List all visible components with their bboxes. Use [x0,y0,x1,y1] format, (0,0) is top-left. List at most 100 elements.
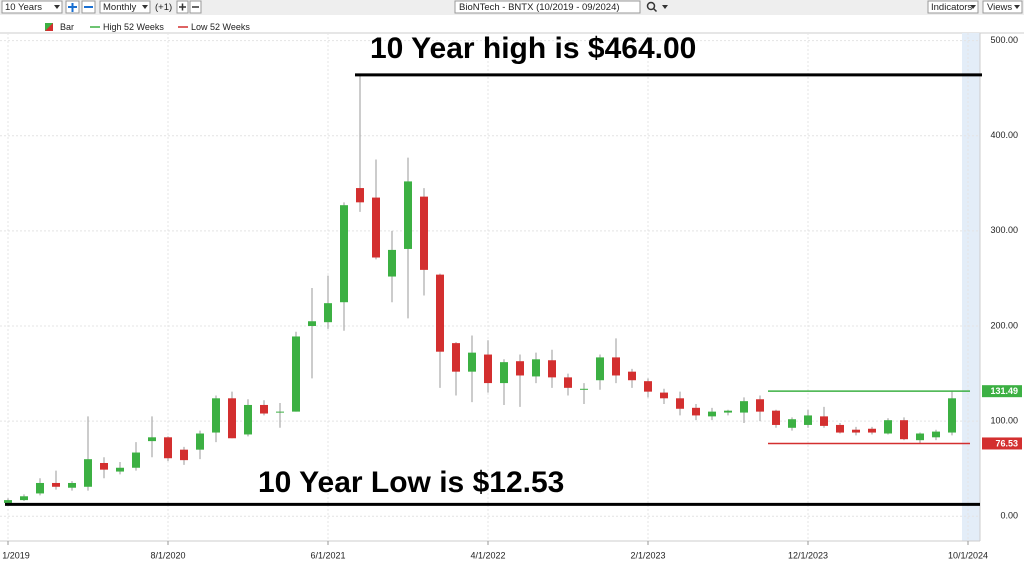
interval: Monthly [103,2,137,13]
x-tick-label: 1/2019 [2,550,30,560]
candle-body [116,467,124,472]
candle-body [580,388,588,390]
candle-body [180,449,188,461]
candle-body [20,496,28,501]
candle-body [836,424,844,433]
candle-body [436,274,444,352]
candle-body [276,411,284,413]
candle-body [388,249,396,277]
candle-body [628,371,636,381]
candle-body [452,343,460,372]
x-tick-label: 10/1/2024 [948,550,988,560]
candle-body [548,360,556,378]
search-icon[interactable] [646,1,656,11]
candle-body [788,419,796,428]
candle-body [212,398,220,433]
x-tick-label: 4/1/2022 [470,550,505,560]
candle-body [516,361,524,376]
price-box [982,385,1022,398]
candle-body [724,410,732,413]
candle-body [772,410,780,425]
candle-body [756,399,764,412]
y-tick-label: 100.00 [990,416,1018,426]
dropdown-icon [54,5,60,9]
legend-icon [45,23,53,31]
candle-body [244,404,252,435]
candle-body [468,352,476,372]
candle-body [308,321,316,327]
chart-title: BioNTech - BNTX (10/2019 - 09/2024) [459,2,620,13]
y-tick-label: 300.00 [990,225,1018,235]
y-tick-label: 200.00 [990,320,1018,330]
candle-body [740,401,748,413]
indicators: Indicators [931,2,972,13]
x-tick-label: 12/1/2023 [788,550,828,560]
legend-label: Bar [60,22,74,32]
candle-body [340,205,348,303]
candle-body [372,197,380,258]
candle-body [644,381,652,392]
annotation: 10 Year high is $464.00 [370,32,696,65]
y-tick-label: 0.00 [1000,511,1018,521]
price-label: 76.53 [995,438,1018,448]
dropdown-icon [142,5,148,9]
candle-body [612,357,620,376]
candle-body [4,500,12,503]
annotation: 10 Year Low is $12.53 [258,466,564,499]
candle-body [852,429,860,433]
search-icon-handle [652,7,658,13]
candle-body [676,398,684,409]
x-tick-label: 2/1/2023 [630,550,665,560]
candle-body [564,377,572,388]
dropdown-icon [970,5,976,9]
candle-body [804,415,812,425]
candle-body [692,407,700,416]
candle-body [948,398,956,433]
candle-body [324,303,332,323]
dropdown-icon [1014,5,1020,9]
price-box [982,437,1022,450]
candle-body [708,411,716,417]
candle-body [932,431,940,438]
interval-select[interactable] [99,0,151,14]
candle-body [660,392,668,399]
candle-body [484,354,492,384]
candle-body [900,420,908,440]
candle-body [820,416,828,426]
symbol-box[interactable] [454,0,641,14]
candle-body [356,188,364,203]
views: Views [987,2,1012,13]
y-tick-label: 500.00 [990,35,1018,45]
dropdown-icon [662,5,668,9]
candle-body [52,482,60,487]
candle-body [916,433,924,441]
y-tick-label: 400.00 [990,130,1018,140]
period: 10 Years [5,2,42,13]
candle-body [84,459,92,487]
offset: (+1) [155,2,172,13]
price-label: 131.49 [990,386,1018,396]
plus-icon [68,3,77,12]
candle-body [228,398,236,439]
candle-body [164,437,172,459]
candle-body [404,181,412,249]
indicators-button[interactable] [927,0,979,14]
candle-body [420,196,428,270]
candle-body [68,482,76,488]
candle-body [596,357,604,381]
candle-body [100,462,108,470]
candle-body [196,433,204,450]
views-button[interactable] [982,0,1023,14]
period-select[interactable] [1,0,63,14]
legend-label: Low 52 Weeks [191,22,250,32]
candle-body [148,437,156,442]
x-tick-label: 6/1/2021 [310,550,345,560]
candle-body [500,362,508,384]
candle-body [132,452,140,468]
x-tick-label: 8/1/2020 [150,550,185,560]
candle-body [532,359,540,377]
candle-body [292,336,300,412]
candle-body [36,482,44,494]
legend-label: High 52 Weeks [103,22,164,32]
